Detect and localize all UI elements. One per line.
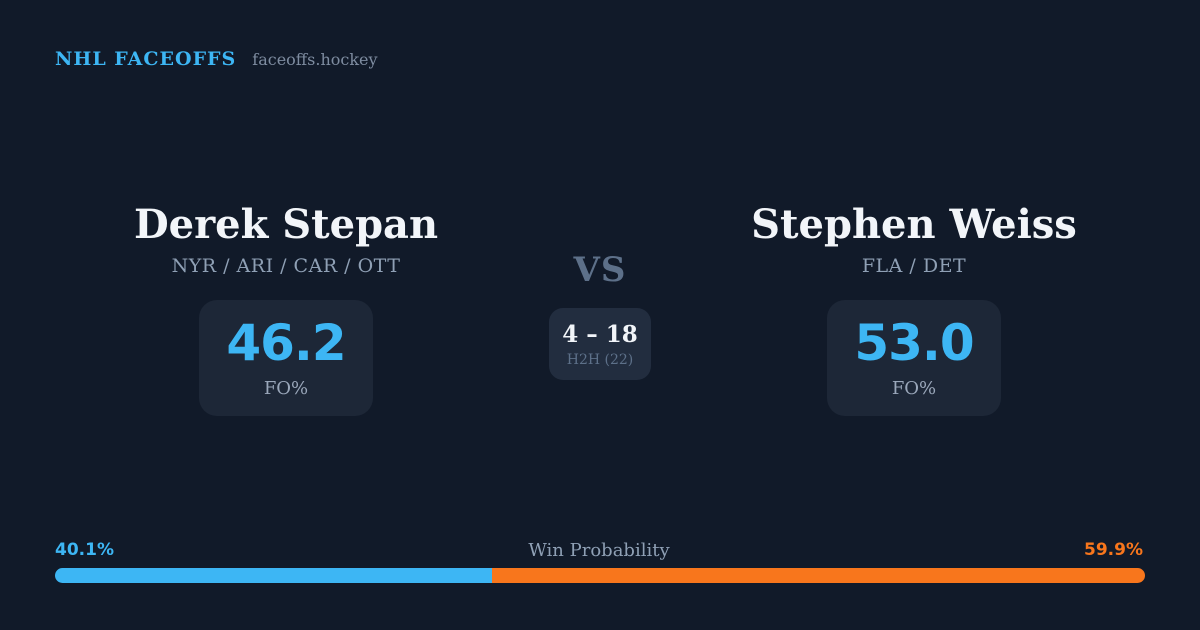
- player-right-name: Stephen Weiss: [751, 201, 1077, 248]
- h2h-score: 4 – 18: [562, 320, 638, 348]
- player-right-fo-card: 53.0 FO%: [827, 300, 1001, 416]
- h2h-label: H2H (22): [566, 351, 634, 368]
- win-probability-title: Win Probability: [528, 540, 670, 561]
- vs-label: VS: [573, 250, 627, 290]
- player-right-teams: FLA / DET: [861, 255, 967, 277]
- player-left-fo-value: 46.2: [226, 313, 346, 372]
- win-probability-bar-left-segment: [55, 568, 493, 583]
- player-right-fo-value: 53.0: [854, 313, 974, 372]
- player-left-fo-card: 46.2 FO%: [199, 300, 373, 416]
- player-right-column: Stephen Weiss FLA / DET 53.0 FO%: [724, 202, 1104, 416]
- player-left-fo-label: FO%: [263, 377, 309, 399]
- win-probability-right-pct: 59.9%: [1084, 540, 1143, 560]
- vs-column: VS 4 – 18 H2H (22): [500, 248, 700, 380]
- win-probability-bar: [55, 568, 1145, 583]
- header: NHL FACEOFFS faceoffs.hockey: [55, 48, 378, 70]
- player-left-column: Derek Stepan NYR / ARI / CAR / OTT 46.2 …: [96, 202, 476, 416]
- h2h-card: 4 – 18 H2H (22): [549, 308, 651, 380]
- player-left-teams: NYR / ARI / CAR / OTT: [171, 255, 401, 277]
- brand-logo: NHL FACEOFFS: [55, 48, 237, 70]
- win-probability-bar-right-segment: [492, 568, 1145, 583]
- win-probability-left-pct: 40.1%: [55, 540, 114, 560]
- player-right-fo-label: FO%: [891, 377, 937, 399]
- win-probability-labels: 40.1% Win Probability 59.9%: [55, 540, 1143, 564]
- site-domain: faceoffs.hockey: [252, 50, 378, 69]
- player-left-name: Derek Stepan: [133, 201, 439, 248]
